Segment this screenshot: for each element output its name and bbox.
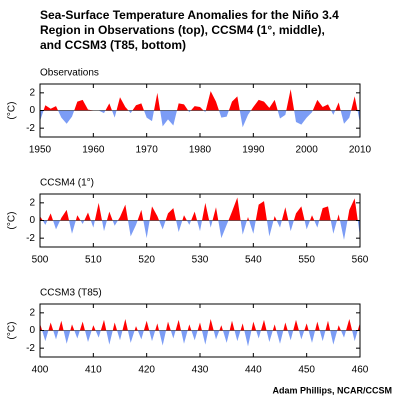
x-tick-label: 450 [298,365,315,376]
x-tick-label: 440 [245,365,262,376]
y-tick-label: 2 [29,87,35,98]
y-tick-label: 2 [29,307,35,318]
credit: Adam Phillips, NCAR/CCSM [272,385,392,395]
x-tick-label: 520 [138,255,155,266]
y-axis-label: (°C) [7,212,18,230]
x-tick-label: 510 [85,255,102,266]
x-tick-label: 1990 [242,145,265,156]
panel-title: CCSM3 (T85) [40,288,102,299]
negative-area [40,110,360,128]
x-tick-label: 1960 [82,145,105,156]
panel-title: CCSM4 (1°) [40,178,94,189]
y-tick-label: 0 [29,105,35,116]
x-tick-label: 2010 [349,145,372,156]
y-axis-label: (°C) [7,322,18,340]
negative-area [40,220,360,240]
x-tick-label: 2000 [296,145,319,156]
x-tick-label: 1980 [189,145,212,156]
y-tick-label: 0 [29,325,35,336]
positive-area [40,197,360,221]
x-tick-label: 1970 [136,145,159,156]
x-tick-label: 540 [245,255,262,266]
x-tick-label: 430 [192,365,209,376]
x-tick-label: 460 [352,365,369,376]
chart-title: Region in Observations (top), CCSM4 (1°,… [40,23,325,37]
y-tick-label: -2 [26,343,35,354]
x-tick-label: 400 [32,365,49,376]
y-tick-label: 2 [29,197,35,208]
y-tick-label: 0 [29,215,35,226]
x-tick-label: 550 [298,255,315,266]
negative-area [40,330,360,347]
panel-title: Observations [40,68,99,79]
positive-area [40,319,360,331]
chart-title: Sea-Surface Temperature Anomalies for th… [40,8,339,22]
x-tick-label: 410 [85,365,102,376]
x-tick-label: 560 [352,255,369,266]
x-tick-label: 420 [138,365,155,376]
x-tick-label: 530 [192,255,209,266]
x-tick-label: 1950 [29,145,52,156]
positive-area [40,89,360,111]
chart-title: and CCSM3 (T85, bottom) [40,38,186,52]
y-tick-label: -2 [26,233,35,244]
y-axis-label: (°C) [7,102,18,120]
y-tick-label: -2 [26,123,35,134]
x-tick-label: 500 [32,255,49,266]
